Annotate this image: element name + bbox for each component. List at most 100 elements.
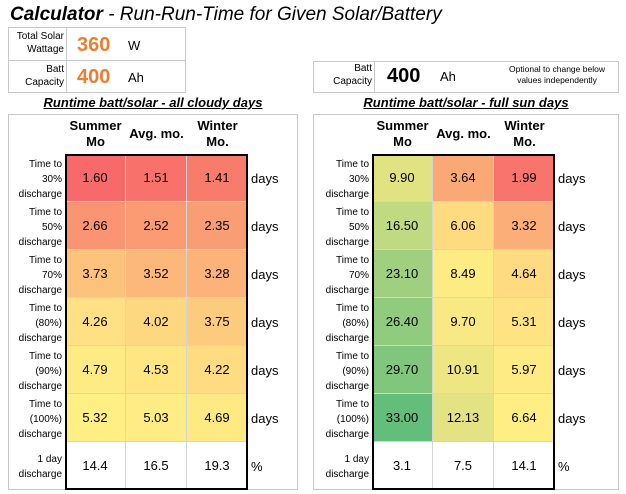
left-unit-label: days [251,266,279,282]
right-row-label: Time to 70% discharge [313,251,369,299]
left-row-label-line: 30% [41,173,62,185]
left-col-header-line: Summer [69,118,122,133]
right-row-label-line: Time to [336,158,369,170]
right-section-title: Runtime batt/solar - full sun days [363,95,569,110]
left-row-label-line: discharge [18,380,62,392]
right-value-cell[interactable]: 5.97 [494,346,555,394]
left-value-cell[interactable]: 2.66 [65,202,126,250]
left-value-cell[interactable]: 1.51 [126,154,187,202]
right-value-cell[interactable]: 9.70 [433,298,494,346]
right-row-label-line: discharge [325,188,369,200]
right-value-cell[interactable]: 23.10 [372,250,433,298]
left-row-label-line: (90%) [35,365,62,377]
solar-wattage-value[interactable]: 360 [77,34,111,56]
left-row-label-line: Time to [29,302,62,314]
right-row-label-line: 30% [348,173,369,185]
right-col-header: Summer Mo [372,114,433,154]
left-row-label: Time to 70% discharge [8,251,62,299]
inputs-row-divider [8,60,186,61]
left-value-cell[interactable]: 19.3 [187,442,248,490]
left-col-header-line: Mo [86,134,105,149]
left-value-cell[interactable]: 16.5 [126,442,187,490]
left-row-label-line: Time to [29,206,62,218]
right-col-header: Winter Mo. [494,114,555,154]
left-value-cell[interactable]: 1.60 [65,154,126,202]
left-unit-label: days [251,170,279,186]
right-value-cell[interactable]: 16.50 [372,202,433,250]
right-unit-label: days [558,266,586,282]
right-col-header-line: Avg. mo. [436,126,491,141]
left-row-label-line: 70% [41,269,62,281]
right-value-cell[interactable]: 29.70 [372,346,433,394]
page-title: Calculator - Run-Run-Time for Given Sola… [10,4,442,25]
left-row-label-line: Time to [29,398,62,410]
right-row-label-line: discharge [325,469,369,480]
inputs-right-box [313,61,619,93]
left-value-cell[interactable]: 4.79 [65,346,126,394]
right-header-line [372,114,555,115]
right-value-cell[interactable]: 7.5 [433,442,494,490]
right-row-label: Time to (80%) discharge [313,299,369,347]
right-row-label: Time to (90%) discharge [313,347,369,395]
left-value-cell[interactable]: 1.41 [187,154,248,202]
inputs-right-divider [374,61,375,93]
left-row-label: Time to (80%) discharge [8,299,62,347]
left-unit-label: days [251,410,279,426]
left-row-label: Time to (100%) discharge [8,395,62,443]
right-unit-label: days [558,314,586,330]
left-value-cell[interactable]: 2.52 [126,202,187,250]
left-unit-label: days [251,362,279,378]
batt-capacity-label: Batt Capacity [25,64,64,88]
right-row-label-line: 70% [348,269,369,281]
right-row-label-line: Time to [336,398,369,410]
left-row-label: 1 day discharge [8,443,62,491]
left-value-cell[interactable]: 4.02 [126,298,187,346]
right-value-cell[interactable]: 12.13 [433,394,494,442]
left-col-header-line: Winter [197,118,238,133]
left-value-cell[interactable]: 5.03 [126,394,187,442]
right-value-cell[interactable]: 8.49 [433,250,494,298]
left-header-line [65,114,248,115]
right-unit-label: days [558,218,586,234]
right-value-cell[interactable]: 3.64 [433,154,494,202]
right-value-cell[interactable]: 5.31 [494,298,555,346]
right-row-label-line: (80%) [342,317,369,329]
left-col-header-line: Mo. [206,134,229,149]
solar-wattage-label: Total Solar Wattage [16,31,64,55]
left-value-cell[interactable]: 5.32 [65,394,126,442]
left-row-label-line: discharge [18,332,62,344]
left-row-label-line: Time to [29,254,62,266]
left-value-cell[interactable]: 4.69 [187,394,248,442]
left-value-cell[interactable]: 4.26 [65,298,126,346]
right-value-cell[interactable]: 33.00 [372,394,433,442]
right-row-label-line: discharge [325,284,369,296]
left-value-cell[interactable]: 14.4 [65,442,126,490]
left-value-cell[interactable]: 4.22 [187,346,248,394]
right-unit-label: days [558,410,586,426]
right-value-cell[interactable]: 1.99 [494,154,555,202]
batt-capacity-2-value[interactable]: 400 [387,65,421,87]
right-row-label-line: Time to [336,206,369,218]
left-value-cell[interactable]: 4.53 [126,346,187,394]
right-row-label-line: (100%) [336,413,369,425]
left-row-label-line: 1 day [37,454,62,465]
right-col-header-line: Mo. [513,134,536,149]
batt-capacity-2-unit: Ah [440,69,456,84]
right-value-cell[interactable]: 6.06 [433,202,494,250]
left-value-cell[interactable]: 3.52 [126,250,187,298]
right-value-cell[interactable]: 6.64 [494,394,555,442]
right-value-cell[interactable]: 9.90 [372,154,433,202]
left-value-cell[interactable]: 2.35 [187,202,248,250]
left-row-label: Time to 50% discharge [8,203,62,251]
left-row-label: Time to 30% discharge [8,155,62,203]
left-row-label-line: (100%) [29,413,62,425]
left-row-label-line: discharge [18,236,62,248]
right-row-label: Time to (100%) discharge [313,395,369,443]
right-value-cell[interactable]: 10.91 [433,346,494,394]
left-value-cell[interactable]: 3.73 [65,250,126,298]
right-row-label-line: discharge [325,332,369,344]
left-row-label-line: Time to [29,350,62,362]
batt-capacity-value[interactable]: 400 [77,66,111,88]
right-value-cell[interactable]: 26.40 [372,298,433,346]
right-row-label-line: Time to [336,302,369,314]
